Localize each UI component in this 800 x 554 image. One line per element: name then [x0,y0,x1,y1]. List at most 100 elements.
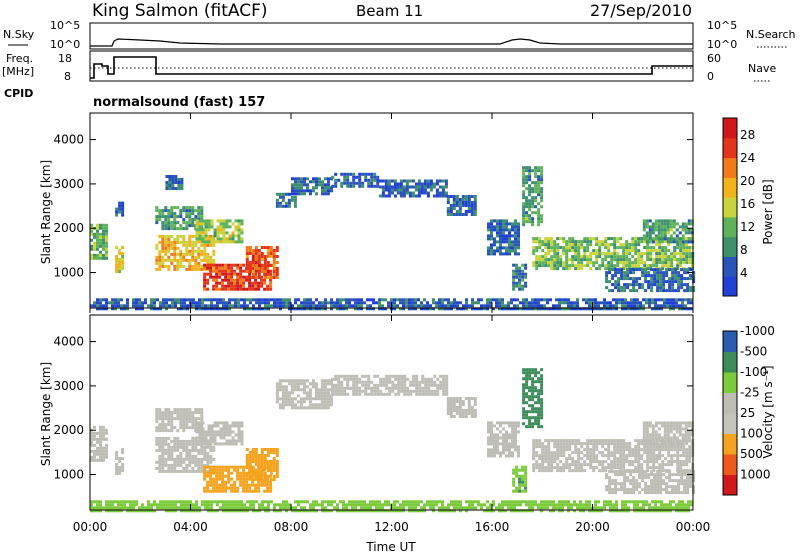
data-cell [121,448,125,451]
data-cell [426,191,430,195]
data-cell [455,400,459,403]
data-cell [532,252,536,256]
data-cell [248,489,252,493]
data-cell [331,377,335,381]
data-cell [623,479,627,483]
data-cell [462,307,465,311]
data-cell [455,198,459,201]
data-cell [538,246,542,250]
data-cell [167,246,171,250]
data-cell [675,430,679,434]
data-cell [185,209,189,213]
data-cell [297,180,300,184]
data-cell [115,457,119,460]
data-cell [171,506,174,510]
data-cell [231,421,235,425]
data-cell [303,183,306,187]
data-cell [415,374,419,378]
data-cell [660,421,664,425]
data-cell [540,368,544,372]
data-cell [496,249,499,253]
data-cell [505,228,508,232]
data-cell [144,301,147,305]
data-cell [648,304,651,308]
data-cell [297,304,300,308]
data-cell [237,304,240,308]
data-cell [487,439,490,443]
data-cell [394,383,398,387]
data-cell [522,410,526,414]
data-cell [511,421,514,425]
data-cell [580,442,584,446]
data-cell [588,307,591,311]
data-cell [626,277,630,281]
data-cell [534,304,537,308]
data-cell [627,301,630,305]
data-cell [408,307,411,311]
data-cell [263,273,267,276]
data-cell [212,465,216,469]
data-cell [185,249,189,253]
data-cell [340,389,344,393]
data-cell [528,172,532,176]
data-cell [582,307,585,311]
data-cell [456,301,459,305]
data-cell [656,283,660,287]
data-cell [675,301,678,305]
data-cell [666,298,669,302]
data-cell [275,397,279,401]
data-cell [689,277,693,281]
data-cell [293,201,297,205]
data-cell [221,263,225,267]
data-cell [164,436,168,440]
data-cell [684,231,688,235]
data-cell [326,382,330,386]
data-cell [670,261,674,265]
data-cell [531,202,535,206]
data-cell [257,249,261,252]
data-cell [216,301,219,305]
data-cell [567,298,570,302]
data-cell [616,264,620,268]
data-cell [339,304,342,308]
data-cell [531,383,535,387]
data-cell [284,391,288,395]
data-cell [515,263,519,267]
data-cell [499,454,502,458]
data-cell [577,252,581,256]
data-cell [397,374,401,378]
data-cell [418,392,422,396]
data-cell [352,386,356,390]
data-cell [215,471,219,475]
data-cell [534,422,538,426]
data-cell [293,397,297,401]
data-cell [209,258,213,262]
data-cell [653,271,657,275]
data-cell [634,454,638,458]
data-cell [671,283,675,287]
nave-tick-top: 60 [707,52,721,65]
data-cell [287,204,291,208]
data-cell [674,491,678,495]
data-cell [164,460,168,464]
data-cell [447,301,450,305]
data-cell [203,457,207,461]
data-cell [221,465,225,469]
data-cell [121,204,125,208]
data-cell [490,433,493,437]
data-cell [682,258,686,262]
data-cell [185,227,189,231]
data-cell [299,388,303,392]
data-cell [690,433,694,437]
data-cell [204,433,208,437]
data-cell [314,397,318,401]
data-cell [233,269,237,273]
data-cell [257,472,261,475]
data-cell [490,222,493,226]
data-cell [531,187,535,191]
data-cell [688,460,692,464]
data-cell [234,442,238,446]
data-cell [645,222,649,226]
data-cell [209,234,213,238]
data-cell [577,439,581,443]
